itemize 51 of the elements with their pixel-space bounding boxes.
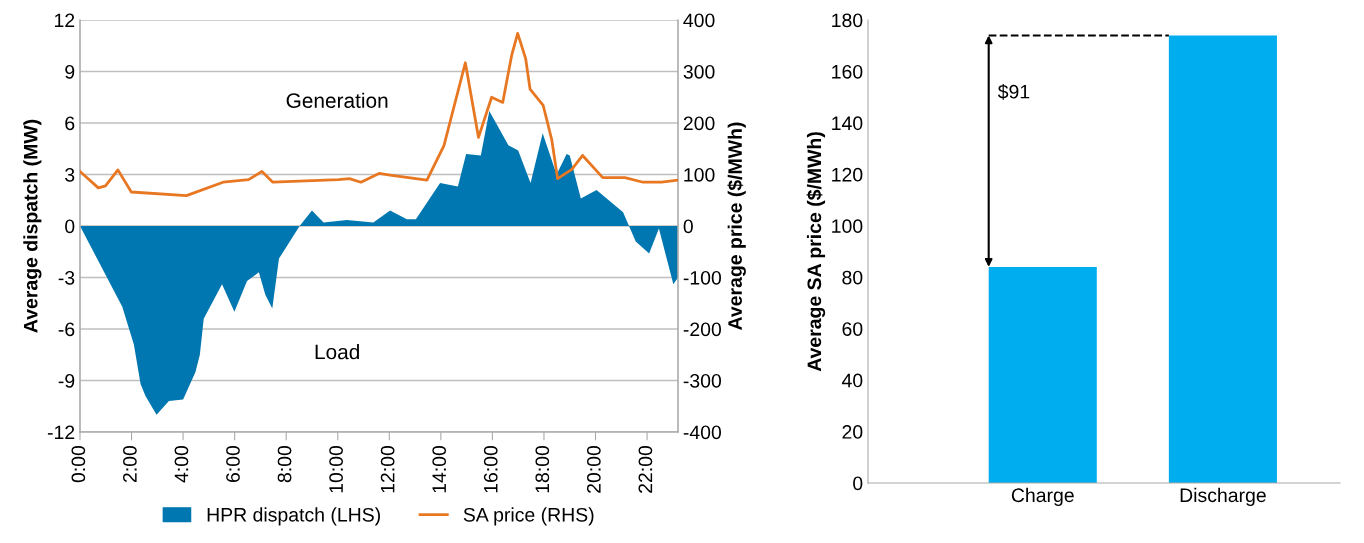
y-tick-label: 6 bbox=[65, 116, 75, 131]
y-tick-label: 0 bbox=[65, 219, 75, 234]
line-series bbox=[80, 32, 678, 198]
annotation: Generation bbox=[286, 92, 388, 108]
y-tick-label: 160 bbox=[832, 64, 863, 79]
x-tick-label: 12:00 bbox=[380, 445, 395, 493]
x-tick-label: 18:00 bbox=[535, 445, 550, 493]
y-tick-label: -6 bbox=[58, 322, 75, 337]
y-tick-label: 40 bbox=[841, 373, 863, 388]
y2-tick-label: 400 bbox=[683, 13, 715, 28]
legend-label: HPR dispatch (LHS) bbox=[207, 507, 380, 526]
x-tick-label: 2:00 bbox=[123, 445, 137, 483]
y2-tick-label: -300 bbox=[683, 373, 722, 388]
y-tick-label: 100 bbox=[832, 219, 863, 234]
x-tick-label: 10:00 bbox=[329, 445, 343, 493]
annotation: Load bbox=[315, 344, 359, 360]
y-tick-label: 60 bbox=[842, 322, 863, 336]
y-tick-label: 120 bbox=[832, 167, 863, 182]
y-tick-label: -3 bbox=[58, 270, 75, 285]
x-tick-label: 14:00 bbox=[432, 445, 447, 493]
y-tick-label: 180 bbox=[832, 13, 863, 28]
y2-tick-label: -200 bbox=[683, 322, 722, 337]
y2-tick-label: 300 bbox=[683, 64, 715, 79]
y-tick-label: 9 bbox=[65, 64, 75, 79]
x-tick-label: 16:00 bbox=[483, 445, 498, 493]
y-tick-label: 0 bbox=[853, 476, 863, 491]
x-tick-label: 22:00 bbox=[638, 445, 653, 493]
y2-axis-title: Average price ($/MWh) bbox=[727, 122, 746, 330]
legend-label: SA price (RHS) bbox=[463, 507, 594, 526]
x-tick-label: 20:00 bbox=[586, 445, 601, 493]
y2-tick-label: -100 bbox=[683, 270, 722, 285]
y-tick-label: 12 bbox=[55, 13, 75, 28]
y2-tick-label: 200 bbox=[683, 116, 715, 131]
y2-tick-label: 0 bbox=[683, 219, 693, 234]
x-tick-label: 6:00 bbox=[226, 445, 240, 483]
y-tick-label: -12 bbox=[47, 425, 75, 440]
y2-tick-label: -400 bbox=[683, 425, 722, 440]
x-tick-label: Charge bbox=[1011, 487, 1074, 506]
x-tick-label: 4:00 bbox=[174, 445, 189, 483]
y-tick-label: 3 bbox=[65, 167, 75, 182]
y-tick-label: -9 bbox=[58, 373, 75, 388]
y-tick-label: 80 bbox=[842, 270, 863, 285]
y-tick-label: 140 bbox=[832, 116, 863, 131]
y-axis-title: Average dispatch (MW) bbox=[23, 119, 42, 333]
x-tick-label: Discharge bbox=[1180, 487, 1266, 506]
x-tick-label: 0:00 bbox=[71, 445, 86, 483]
y-tick-label: 20 bbox=[842, 425, 863, 439]
x-tick-label: 8:00 bbox=[277, 445, 292, 483]
annotation: $91 bbox=[997, 83, 1030, 100]
y-axis-title: Average SA price ($/MWh) bbox=[806, 132, 826, 372]
y2-tick-label: 100 bbox=[684, 167, 715, 182]
